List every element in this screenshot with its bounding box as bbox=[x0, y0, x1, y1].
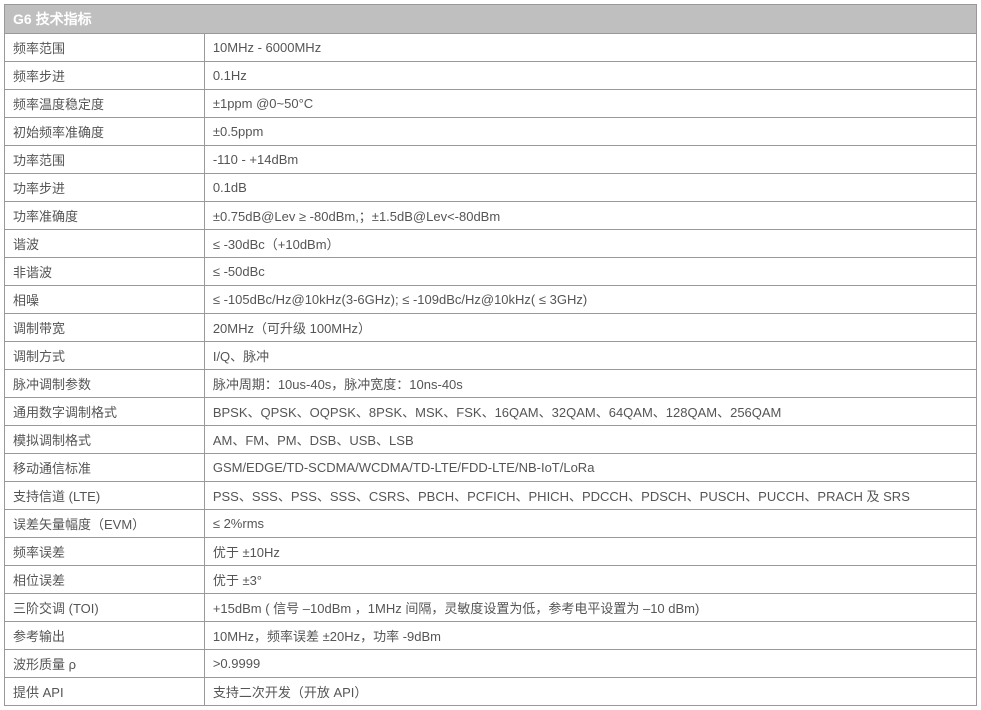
table-row: 模拟调制格式AM、FM、PM、DSB、USB、LSB bbox=[5, 426, 977, 454]
spec-label: 相噪 bbox=[5, 286, 205, 314]
table-row: 提供 API支持二次开发（开放 API） bbox=[5, 678, 977, 706]
spec-label: 调制方式 bbox=[5, 342, 205, 370]
spec-value: I/Q、脉冲 bbox=[204, 342, 976, 370]
spec-value: BPSK、QPSK、OQPSK、8PSK、MSK、FSK、16QAM、32QAM… bbox=[204, 398, 976, 426]
spec-label: 移动通信标准 bbox=[5, 454, 205, 482]
spec-label: 模拟调制格式 bbox=[5, 426, 205, 454]
table-row: 通用数字调制格式BPSK、QPSK、OQPSK、8PSK、MSK、FSK、16Q… bbox=[5, 398, 977, 426]
table-row: 三阶交调 (TOI)+15dBm ( 信号 –10dBm ，1MHz 间隔，灵敏… bbox=[5, 594, 977, 622]
spec-label: 通用数字调制格式 bbox=[5, 398, 205, 426]
spec-label: 功率范围 bbox=[5, 146, 205, 174]
spec-value: 0.1dB bbox=[204, 174, 976, 202]
spec-label: 调制带宽 bbox=[5, 314, 205, 342]
spec-label: 谐波 bbox=[5, 230, 205, 258]
table-row: 频率步进0.1Hz bbox=[5, 62, 977, 90]
table-row: 初始频率准确度±0.5ppm bbox=[5, 118, 977, 146]
table-row: 相噪≤ -105dBc/Hz@10kHz(3-6GHz); ≤ -109dBc/… bbox=[5, 286, 977, 314]
table-title: G6 技术指标 bbox=[5, 5, 977, 34]
spec-label: 相位误差 bbox=[5, 566, 205, 594]
spec-value: 优于 ±10Hz bbox=[204, 538, 976, 566]
spec-label: 提供 API bbox=[5, 678, 205, 706]
table-row: 参考输出10MHz，频率误差 ±20Hz，功率 -9dBm bbox=[5, 622, 977, 650]
table-row: 支持信道 (LTE)PSS、SSS、PSS、SSS、CSRS、PBCH、PCFI… bbox=[5, 482, 977, 510]
table-row: 移动通信标准GSM/EDGE/TD-SCDMA/WCDMA/TD-LTE/FDD… bbox=[5, 454, 977, 482]
spec-value: >0.9999 bbox=[204, 650, 976, 678]
table-row: 频率温度稳定度±1ppm @0~50°C bbox=[5, 90, 977, 118]
spec-label: 初始频率准确度 bbox=[5, 118, 205, 146]
table-row: 调制带宽20MHz（可升级 100MHz） bbox=[5, 314, 977, 342]
spec-value: +15dBm ( 信号 –10dBm ，1MHz 间隔，灵敏度设置为低，参考电平… bbox=[204, 594, 976, 622]
spec-value: ≤ -30dBc（+10dBm） bbox=[204, 230, 976, 258]
table-row: 功率准确度±0.75dB@Lev ≥ -80dBm,；±1.5dB@Lev<-8… bbox=[5, 202, 977, 230]
spec-value: 支持二次开发（开放 API） bbox=[204, 678, 976, 706]
spec-label: 脉冲调制参数 bbox=[5, 370, 205, 398]
table-row: 波形质量 ρ>0.9999 bbox=[5, 650, 977, 678]
spec-label: 三阶交调 (TOI) bbox=[5, 594, 205, 622]
spec-value: 优于 ±3° bbox=[204, 566, 976, 594]
spec-value: ±0.5ppm bbox=[204, 118, 976, 146]
spec-label: 误差矢量幅度（EVM） bbox=[5, 510, 205, 538]
spec-value: GSM/EDGE/TD-SCDMA/WCDMA/TD-LTE/FDD-LTE/N… bbox=[204, 454, 976, 482]
spec-value: ±0.75dB@Lev ≥ -80dBm,；±1.5dB@Lev<-80dBm bbox=[204, 202, 976, 230]
spec-value: 10MHz - 6000MHz bbox=[204, 34, 976, 62]
table-row: 非谐波≤ -50dBc bbox=[5, 258, 977, 286]
spec-label: 波形质量 ρ bbox=[5, 650, 205, 678]
table-row: 误差矢量幅度（EVM）≤ 2%rms bbox=[5, 510, 977, 538]
table-header-row: G6 技术指标 bbox=[5, 5, 977, 34]
spec-table: G6 技术指标 频率范围10MHz - 6000MHz频率步进0.1Hz频率温度… bbox=[4, 4, 977, 706]
table-row: 相位误差优于 ±3° bbox=[5, 566, 977, 594]
table-row: 功率范围-110 - +14dBm bbox=[5, 146, 977, 174]
spec-value: ≤ -50dBc bbox=[204, 258, 976, 286]
spec-label: 支持信道 (LTE) bbox=[5, 482, 205, 510]
table-row: 谐波≤ -30dBc（+10dBm） bbox=[5, 230, 977, 258]
spec-value: ≤ -105dBc/Hz@10kHz(3-6GHz); ≤ -109dBc/Hz… bbox=[204, 286, 976, 314]
table-row: 功率步进0.1dB bbox=[5, 174, 977, 202]
spec-label: 频率范围 bbox=[5, 34, 205, 62]
spec-value: 10MHz，频率误差 ±20Hz，功率 -9dBm bbox=[204, 622, 976, 650]
spec-label: 功率准确度 bbox=[5, 202, 205, 230]
spec-value: 20MHz（可升级 100MHz） bbox=[204, 314, 976, 342]
spec-value: ±1ppm @0~50°C bbox=[204, 90, 976, 118]
spec-value: 0.1Hz bbox=[204, 62, 976, 90]
spec-value: PSS、SSS、PSS、SSS、CSRS、PBCH、PCFICH、PHICH、P… bbox=[204, 482, 976, 510]
spec-value: AM、FM、PM、DSB、USB、LSB bbox=[204, 426, 976, 454]
spec-label: 频率误差 bbox=[5, 538, 205, 566]
spec-label: 频率步进 bbox=[5, 62, 205, 90]
spec-value: ≤ 2%rms bbox=[204, 510, 976, 538]
table-row: 频率误差优于 ±10Hz bbox=[5, 538, 977, 566]
table-row: 调制方式I/Q、脉冲 bbox=[5, 342, 977, 370]
spec-value: 脉冲周期：10us-40s，脉冲宽度：10ns-40s bbox=[204, 370, 976, 398]
spec-label: 非谐波 bbox=[5, 258, 205, 286]
table-body: 频率范围10MHz - 6000MHz频率步进0.1Hz频率温度稳定度±1ppm… bbox=[5, 34, 977, 706]
spec-label: 功率步进 bbox=[5, 174, 205, 202]
table-row: 频率范围10MHz - 6000MHz bbox=[5, 34, 977, 62]
spec-label: 参考输出 bbox=[5, 622, 205, 650]
spec-value: -110 - +14dBm bbox=[204, 146, 976, 174]
spec-label: 频率温度稳定度 bbox=[5, 90, 205, 118]
table-row: 脉冲调制参数脉冲周期：10us-40s，脉冲宽度：10ns-40s bbox=[5, 370, 977, 398]
